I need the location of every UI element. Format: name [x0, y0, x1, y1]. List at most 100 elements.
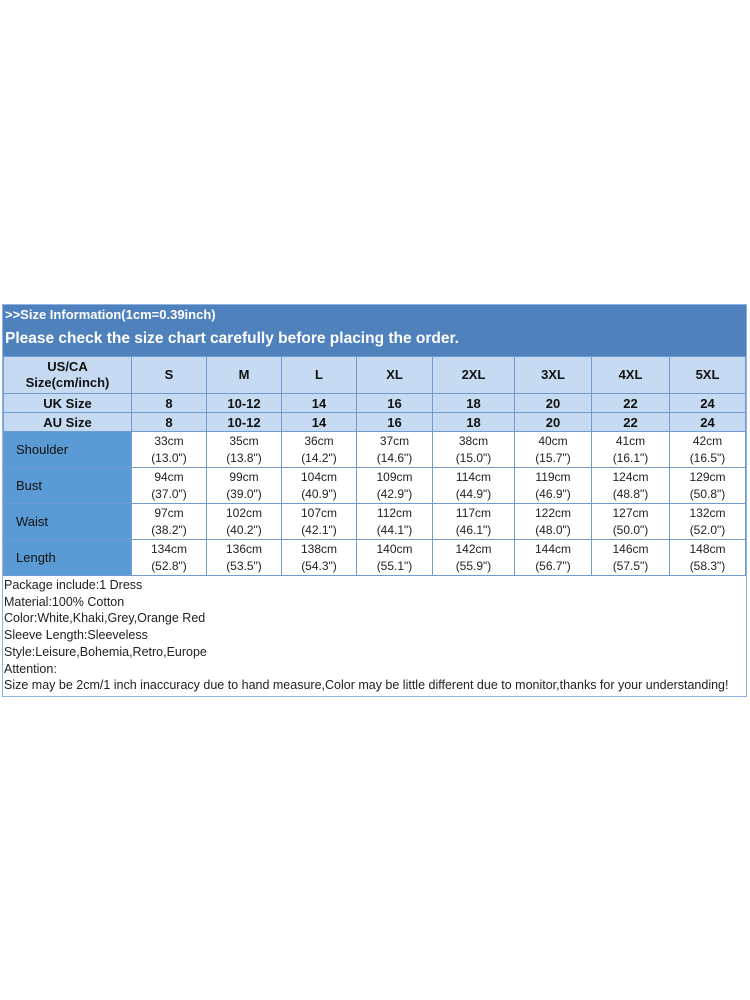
inch-value: (54.3"): [301, 558, 337, 573]
note-line: Color:White,Khaki,Grey,Orange Red: [4, 611, 206, 626]
note-line: Package include:1 Dress: [4, 578, 143, 592]
cm-value: 94cm: [154, 469, 184, 484]
measurement-cell: 117cm (46.1"): [432, 503, 515, 540]
inch-value: (57.5"): [612, 558, 649, 573]
note-line: Material:100% Cotton: [4, 594, 125, 609]
measurement-row: Waist 97cm (38.2") 102cm (40.2") 107cm (42.1")…: [3, 503, 746, 540]
inch-value: (14.6"): [376, 450, 413, 465]
measurement-cell: 138cm (54.3"): [281, 539, 357, 576]
inch-value: (46.1"): [455, 522, 492, 537]
inch-value: (52.8"): [151, 558, 187, 573]
size-header-cell: 5XL: [669, 356, 746, 394]
measurement-cell: 40cm (15.7"): [514, 431, 592, 468]
cm-value: 40cm: [538, 433, 568, 448]
au-size-cell: 14: [281, 412, 357, 432]
cm-value: 35cm: [229, 433, 259, 448]
size-info-subtitle: Please check the size chart carefully be…: [3, 324, 746, 356]
measurement-cell: 94cm (37.0"): [131, 467, 207, 504]
inch-value: (55.9"): [455, 558, 492, 573]
inch-value: (44.9"): [455, 486, 492, 501]
cm-value: 146cm: [612, 541, 649, 556]
cm-value: 129cm: [689, 469, 726, 484]
inch-value: (52.0"): [689, 522, 726, 537]
cm-value: 134cm: [150, 541, 188, 556]
uk-size-row: UK Size 8 10-12 14 16 18 20 22 24: [3, 393, 746, 413]
inch-value: (15.0"): [455, 450, 492, 465]
au-size-label: AU Size: [3, 412, 132, 432]
uk-size-label: UK Size: [3, 393, 132, 413]
measurement-cell: 104cm (40.9"): [281, 467, 357, 504]
measurement-cell: 144cm (56.7"): [514, 539, 592, 576]
cm-value: 124cm: [612, 469, 649, 484]
inch-value: (37.0"): [151, 486, 187, 501]
measurement-cell: 97cm (38.2"): [131, 503, 207, 540]
cm-value: 127cm: [612, 505, 649, 520]
measurement-label: Bust: [3, 467, 132, 504]
cm-value: 138cm: [300, 541, 338, 556]
measurement-cell: 102cm (40.2"): [206, 503, 282, 540]
au-size-cell: 22: [591, 412, 670, 432]
au-size-cell: 18: [432, 412, 515, 432]
cm-value: 114cm: [455, 469, 492, 484]
measurement-cell: 124cm (48.8"): [591, 467, 670, 504]
uk-size-cell: 10-12: [206, 393, 282, 413]
au-size-cell: 24: [669, 412, 746, 432]
measurement-cell: 146cm (57.5"): [591, 539, 670, 576]
inch-value: (40.2"): [226, 522, 262, 537]
measurement-row: Shoulder 33cm (13.0") 35cm (13.8") 36cm (14.2"…: [3, 431, 746, 468]
size-header-cell: 4XL: [591, 356, 670, 394]
cm-value: 119cm: [535, 469, 571, 484]
note-line: Attention:: [4, 661, 57, 676]
cm-value: 36cm: [304, 433, 334, 448]
measurement-label: Waist: [3, 503, 132, 540]
cm-value: 117cm: [455, 505, 492, 520]
size-header-label: US/CA Size(cm/inch): [3, 356, 132, 394]
size-table: US/CA Size(cm/inch) S M L XL 2XL 3XL 4XL 5XL UK S…: [3, 356, 746, 576]
au-size-cell: 16: [356, 412, 433, 432]
cm-value: 122cm: [534, 505, 572, 520]
au-size-cell: 20: [514, 412, 592, 432]
measurement-cell: 38cm (15.0"): [432, 431, 515, 468]
measurement-cell: 99cm (39.0"): [206, 467, 282, 504]
size-header-cell: M: [206, 356, 282, 394]
note-line: Size may be 2cm/1 inch inaccuracy due to…: [4, 678, 729, 693]
size-header-row: US/CA Size(cm/inch) S M L XL 2XL 3XL 4XL 5XL: [3, 356, 746, 394]
cm-value: 148cm: [689, 541, 726, 556]
inch-value: (16.5"): [689, 450, 726, 465]
au-size-cell: 8: [131, 412, 207, 432]
measurement-cell: 122cm (48.0"): [514, 503, 592, 540]
cm-value: 144cm: [534, 541, 572, 556]
inch-value: (48.0"): [535, 522, 571, 537]
size-header-cell: S: [131, 356, 207, 394]
inch-value: (14.2"): [301, 450, 337, 465]
cm-value: 38cm: [458, 433, 489, 448]
cm-value: 132cm: [689, 505, 726, 520]
measurement-cell: 41cm (16.1"): [591, 431, 670, 468]
inch-value: (42.1"): [301, 522, 337, 537]
cm-value: 107cm: [300, 505, 338, 520]
measurement-row: Bust 94cm (37.0") 99cm (39.0") 104cm (40.9") 10…: [3, 467, 746, 504]
inch-value: (48.8"): [612, 486, 649, 501]
cm-value: 37cm: [379, 433, 410, 448]
inch-value: (39.0"): [226, 486, 262, 501]
measurement-cell: 112cm (44.1"): [356, 503, 433, 540]
uk-size-cell: 14: [281, 393, 357, 413]
measurement-cell: 142cm (55.9"): [432, 539, 515, 576]
inch-value: (44.1"): [376, 522, 413, 537]
size-header-cell: 3XL: [514, 356, 592, 394]
measurement-cell: 134cm (52.8"): [131, 539, 207, 576]
measurement-cell: 127cm (50.0"): [591, 503, 670, 540]
inch-value: (53.5"): [226, 558, 262, 573]
cm-value: 109cm: [376, 469, 413, 484]
inch-value: (58.3"): [689, 558, 726, 573]
inch-value: (40.9"): [301, 486, 337, 501]
cm-value: 104cm: [300, 469, 338, 484]
measurement-cell: 119cm (46.9"): [514, 467, 592, 504]
measurement-cell: 36cm (14.2"): [281, 431, 357, 468]
measurement-cell: 42cm (16.5"): [669, 431, 746, 468]
cm-value: 140cm: [376, 541, 413, 556]
inch-value: (13.0"): [151, 450, 187, 465]
measurement-row: Length 134cm (52.8") 136cm (53.5") 138cm (54.3…: [3, 539, 746, 576]
cm-value: 97cm: [154, 505, 184, 520]
cm-value: 42cm: [692, 433, 723, 448]
